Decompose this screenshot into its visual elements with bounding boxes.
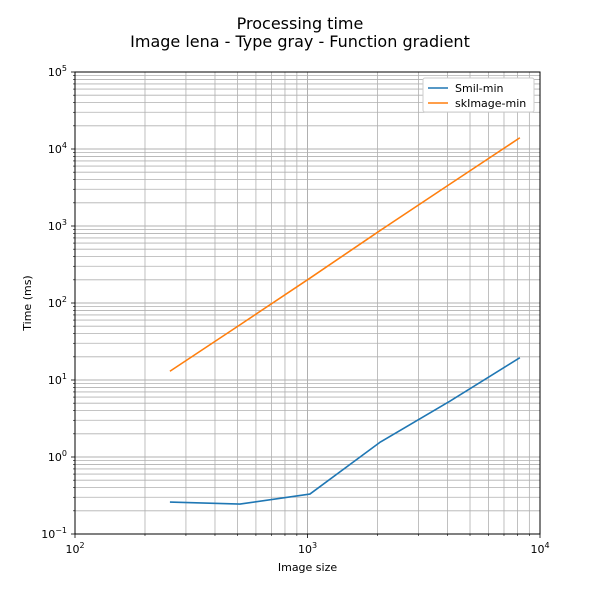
y-tick-label: 105 [48,64,67,79]
legend-label-0: Smil-min [455,82,504,95]
legend: Smil-min skImage-min [422,77,535,113]
series-line-1 [169,137,521,372]
x-tick-label: 104 [530,541,549,556]
y-tick-label: 104 [48,141,67,156]
chart-title: Processing time [236,14,364,33]
series-layer [169,137,521,505]
chart-subtitle: Image lena - Type gray - Function gradie… [130,32,470,51]
x-tick-label: 102 [65,541,84,556]
y-tick-label: 100 [48,449,67,464]
y-tick-label: 10−1 [41,526,67,541]
y-tick-label: 103 [48,218,67,233]
x-axis-label: Image size [278,561,338,574]
series-line-0 [169,356,521,505]
legend-box [422,77,535,113]
ticks-layer: 102 103 104 10−1 100 101 102 103 104 105 [41,64,549,556]
y-tick-label: 102 [48,295,67,310]
legend-label-1: skImage-min [455,97,526,110]
y-axis-label: Time (ms) [21,275,34,331]
y-tick-label: 101 [48,372,67,387]
x-tick-label: 103 [298,541,317,556]
